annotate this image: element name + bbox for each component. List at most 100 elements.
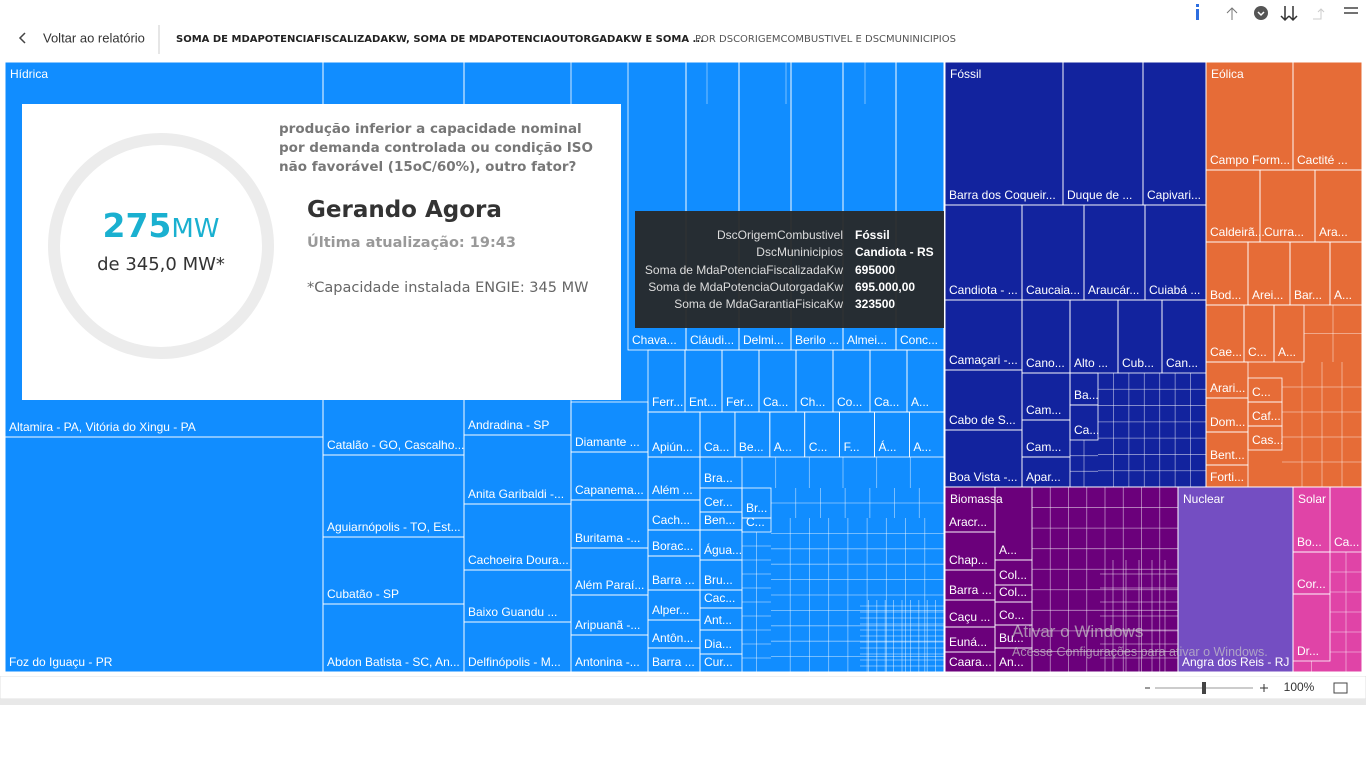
tile-label: Bod... [1210, 288, 1241, 302]
fit-page[interactable] [1333, 682, 1348, 694]
tile-label: Bo... [1297, 535, 1322, 549]
tile-label: Forti... [1210, 470, 1244, 484]
tile-label: Br... [746, 501, 767, 515]
group-label: Biomassa [950, 492, 1003, 506]
tile-label: Delmi... [743, 333, 784, 347]
tile-label: Cachoeira Doura... [468, 553, 569, 567]
kpi-value: 275MW [22, 206, 300, 245]
tile-label: Be... [739, 440, 764, 454]
tile-label: Alper... [652, 603, 689, 617]
info-icon[interactable] [1196, 9, 1199, 20]
group-label: Nuclear [1183, 492, 1224, 506]
tile-label: Bu... [999, 631, 1024, 645]
tile-label: Cactité ... [1297, 153, 1348, 167]
tooltip-label: Soma de MdaGarantiaFisicaKw [674, 297, 843, 312]
tile-label: Ben... [704, 513, 735, 527]
tooltip: DscOrigemCombustivel Fóssil DscMuninicipio… [635, 211, 944, 328]
tile-label: Co... [999, 608, 1024, 622]
tile-label: Dom... [1210, 415, 1245, 429]
tile[interactable] [1069, 404, 1099, 441]
tile-label: Cach... [652, 513, 690, 527]
tile-label: Caçu ... [949, 610, 990, 624]
toolbar [1196, 4, 1358, 22]
tile-label: Cae... [1210, 345, 1242, 359]
gauge-ring [48, 133, 274, 359]
tile-label: A... [911, 395, 929, 409]
tooltip-value: 695000 [855, 262, 896, 277]
tile-label: Anita Garibaldi -... [468, 487, 564, 501]
tile[interactable] [741, 517, 772, 533]
back-link[interactable]: Voltar ao relatório [43, 30, 145, 45]
tile-label: Bar... [1294, 288, 1322, 302]
tooltip-row: Soma de MdaPotenciaOutorgadaKw 695.000,00 [635, 280, 944, 297]
tile-label: Araucár... [1088, 283, 1139, 297]
kpi-subtitle: de 345,0 MW* [97, 254, 225, 275]
tile[interactable] [1329, 486, 1363, 553]
tile-label: Cor... [1297, 577, 1326, 591]
group-area [1292, 486, 1363, 673]
tile-label: Ca... [763, 395, 788, 409]
tile-label: Bru... [704, 573, 733, 587]
tooltip-value: 695.000,00 [855, 279, 916, 294]
back-icon[interactable] [18, 32, 26, 44]
tile-label: C... [1248, 345, 1267, 359]
tile-label: Arei... [1252, 288, 1283, 302]
tile-label: Ca... [1074, 423, 1099, 437]
tile-label: Aripuanã -... [575, 618, 640, 632]
tile-label: C... [746, 515, 765, 529]
kpi-unit: MW [171, 214, 220, 244]
tile-label: Ca... [704, 440, 729, 454]
tile[interactable] [1247, 425, 1283, 451]
tile[interactable] [1021, 456, 1071, 488]
zoom-in[interactable] [1260, 684, 1268, 692]
expand-next-icon[interactable] [1313, 8, 1325, 20]
tile-label: Cabo de S... [949, 413, 1016, 427]
tooltip-row: DscMuninicipios Candiota - RS [635, 245, 944, 262]
tile-label: Ara... [1319, 225, 1348, 239]
drill-down-icon[interactable] [1254, 6, 1268, 20]
tile-label: Antôn... [652, 631, 693, 645]
tile-label: Alto ... [1074, 356, 1108, 370]
tile-label: Aracr... [949, 515, 987, 529]
kpi-card: 275MW de 345,0 MW* produção inferior a c… [22, 104, 621, 400]
zoom-thumb[interactable] [1202, 682, 1206, 694]
group-area [1177, 486, 1294, 673]
drill-up-icon[interactable] [1226, 7, 1238, 20]
tile[interactable] [1292, 593, 1331, 662]
tile-label: Apiún... [652, 440, 693, 454]
tile-label: Altamira - PA, Vitória do Xingu - PA [9, 420, 196, 434]
tooltip-label: DscMuninicipios [756, 245, 843, 260]
tile-label: Capivari... [1147, 188, 1201, 202]
tile-label: C... [809, 440, 828, 454]
tile-label: Ca... [1334, 535, 1359, 549]
tile-label: Ca... [874, 395, 899, 409]
tile-label: Baixo Guandu ... [468, 605, 557, 619]
tile-label: Chava... [632, 333, 677, 347]
tile-label: Barra ... [652, 573, 695, 587]
tooltip-value: Candiota - RS [855, 245, 934, 260]
expand-icon[interactable] [1280, 6, 1298, 22]
watermark-title: Ativar o Windows [1012, 622, 1144, 641]
tile-label: Diamante ... [575, 435, 640, 449]
tile-label: Camaçari -... [949, 353, 1018, 367]
tile-label: Caf... [1252, 409, 1281, 423]
tooltip-label: Soma de MdaPotenciaOutorgadaKw [648, 279, 843, 294]
more-icon[interactable] [1344, 7, 1358, 14]
tile[interactable] [994, 647, 1033, 673]
tile-label: Conc... [900, 333, 938, 347]
group-label: Eólica [1211, 67, 1244, 81]
tooltip-row: Soma de MdaPotenciaFiscalizadaKw 695000 [635, 263, 944, 280]
tile[interactable] [909, 411, 945, 458]
tile[interactable] [699, 653, 743, 673]
tile-label: Cláudi... [690, 333, 734, 347]
tile-label: A... [999, 543, 1017, 557]
tile-label: Chap... [949, 553, 988, 567]
status-shadow [0, 699, 1366, 705]
tile-label: Cas... [1252, 433, 1283, 447]
tile-label: Almei... [847, 333, 887, 347]
tooltip-row: Soma de MdaGarantiaFisicaKw 323500 [635, 297, 944, 314]
tile-label: Á... [879, 439, 897, 454]
tile[interactable] [1273, 304, 1305, 363]
tile[interactable] [1329, 241, 1363, 306]
